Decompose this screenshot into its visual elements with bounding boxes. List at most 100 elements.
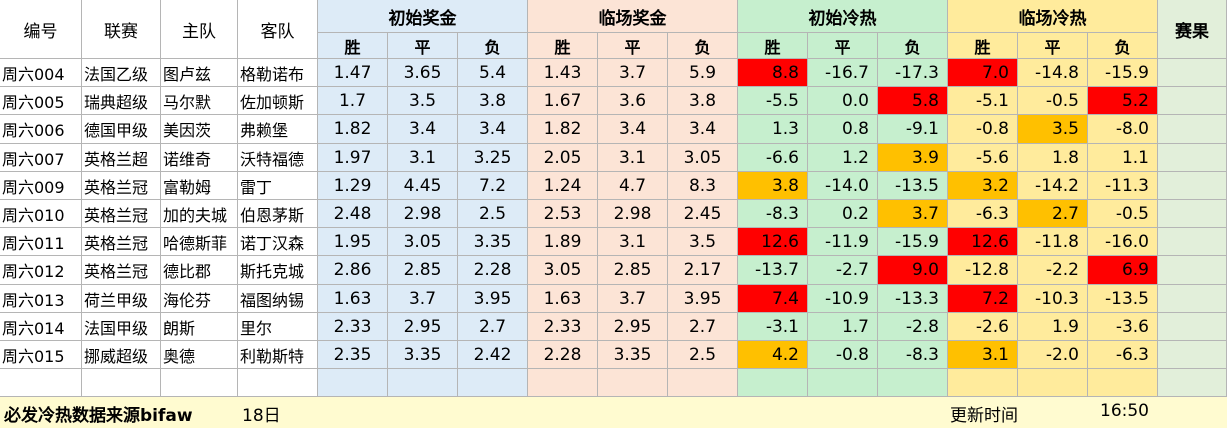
- lh-value-cell: -12.8: [948, 256, 1018, 285]
- lh-value-cell: 1.9: [1018, 313, 1088, 341]
- league-cell: [82, 369, 161, 397]
- ih-value-cell: -16.7: [808, 59, 878, 87]
- subheader-lh-0: 胜: [948, 33, 1018, 59]
- ib-value-cell: 3.7: [388, 285, 458, 313]
- lh-value-cell: 1.8: [1018, 144, 1088, 172]
- ih-value-cell: 3.7: [878, 200, 948, 228]
- lb-value-cell: [528, 369, 598, 397]
- lb-value-cell: 3.05: [528, 256, 598, 285]
- away-team-cell: 佐加顿斯: [238, 87, 318, 115]
- group-header-lh: 临场冷热: [948, 0, 1158, 33]
- ib-value-cell: 3.8: [458, 87, 528, 115]
- ib-value-cell: 1.47: [318, 59, 388, 87]
- lh-value-cell: -6.3: [948, 200, 1018, 228]
- result-cell: [1158, 115, 1227, 144]
- home-team-cell: 奥德: [161, 341, 238, 369]
- lh-value-cell: -6.3: [1088, 341, 1158, 369]
- lb-value-cell: 2.5: [668, 341, 738, 369]
- home-team-cell: 海伦芬: [161, 285, 238, 313]
- away-team-cell: 福图纳锡: [238, 285, 318, 313]
- away-team-cell: 格勒诺布: [238, 59, 318, 87]
- subheader-lb-1: 平: [598, 33, 668, 59]
- lb-value-cell: 3.4: [668, 115, 738, 144]
- lh-value-cell: -8.0: [1088, 115, 1158, 144]
- ib-value-cell: 1.82: [318, 115, 388, 144]
- ih-value-cell: -14.0: [808, 172, 878, 200]
- away-team-cell: 弗赖堡: [238, 115, 318, 144]
- ih-value-cell: -13.5: [878, 172, 948, 200]
- lb-value-cell: 3.5: [668, 228, 738, 256]
- group-header-ih: 初始冷热: [738, 0, 948, 33]
- league-cell: 英格兰冠: [82, 228, 161, 256]
- ih-value-cell: -5.5: [738, 87, 808, 115]
- result-cell: [1158, 228, 1227, 256]
- lb-value-cell: 2.05: [528, 144, 598, 172]
- home-team-cell: [161, 369, 238, 397]
- league-cell: 英格兰冠: [82, 172, 161, 200]
- ih-value-cell: 8.8: [738, 59, 808, 87]
- ib-value-cell: 1.97: [318, 144, 388, 172]
- date-label: 18日: [242, 406, 281, 426]
- header-home: 主队: [161, 0, 238, 59]
- lb-value-cell: 3.1: [598, 144, 668, 172]
- ib-value-cell: 2.98: [388, 200, 458, 228]
- ih-value-cell: 3.9: [878, 144, 948, 172]
- ib-value-cell: 3.4: [388, 115, 458, 144]
- lb-value-cell: 3.05: [668, 144, 738, 172]
- home-team-cell: 诺维奇: [161, 144, 238, 172]
- header-id: 编号: [0, 0, 82, 59]
- lh-value-cell: [948, 369, 1018, 397]
- lb-value-cell: 1.82: [528, 115, 598, 144]
- ih-value-cell: 9.0: [878, 256, 948, 285]
- ib-value-cell: 3.5: [388, 87, 458, 115]
- ib-value-cell: 5.4: [458, 59, 528, 87]
- ih-value-cell: -9.1: [878, 115, 948, 144]
- match-id-cell: 周六004: [0, 59, 82, 87]
- away-team-cell: 诺丁汉森: [238, 228, 318, 256]
- result-cell: [1158, 144, 1227, 172]
- ib-value-cell: 2.7: [458, 313, 528, 341]
- lh-value-cell: [1018, 369, 1088, 397]
- ih-value-cell: 12.6: [738, 228, 808, 256]
- ib-value-cell: 3.25: [458, 144, 528, 172]
- result-cell: [1158, 59, 1227, 87]
- subheader-ib-2: 负: [458, 33, 528, 59]
- group-header-lb: 临场奖金: [528, 0, 738, 33]
- lb-value-cell: 2.7: [668, 313, 738, 341]
- match-id-cell: 周六011: [0, 228, 82, 256]
- ih-value-cell: -2.8: [878, 313, 948, 341]
- lb-value-cell: 2.17: [668, 256, 738, 285]
- away-team-cell: 斯托克城: [238, 256, 318, 285]
- ib-value-cell: 3.05: [388, 228, 458, 256]
- ib-value-cell: [388, 369, 458, 397]
- result-cell: [1158, 285, 1227, 313]
- league-cell: 法国乙级: [82, 59, 161, 87]
- league-cell: 法国甲级: [82, 313, 161, 341]
- ib-value-cell: 2.33: [318, 313, 388, 341]
- ih-value-cell: -13.7: [738, 256, 808, 285]
- league-cell: 挪威超级: [82, 341, 161, 369]
- ih-value-cell: 1.3: [738, 115, 808, 144]
- lb-value-cell: 2.95: [598, 313, 668, 341]
- ib-value-cell: 3.35: [458, 228, 528, 256]
- match-id-cell: 周六007: [0, 144, 82, 172]
- result-cell: [1158, 200, 1227, 228]
- league-cell: 荷兰甲级: [82, 285, 161, 313]
- home-team-cell: 加的夫城: [161, 200, 238, 228]
- lb-value-cell: 2.53: [528, 200, 598, 228]
- ih-value-cell: 0.8: [808, 115, 878, 144]
- ib-value-cell: 4.45: [388, 172, 458, 200]
- ih-value-cell: 7.4: [738, 285, 808, 313]
- match-id-cell: 周六005: [0, 87, 82, 115]
- lb-value-cell: 3.4: [598, 115, 668, 144]
- match-id-cell: 周六006: [0, 115, 82, 144]
- ih-value-cell: [738, 369, 808, 397]
- subheader-ih-1: 平: [808, 33, 878, 59]
- lh-value-cell: 3.2: [948, 172, 1018, 200]
- lh-value-cell: -13.5: [1088, 285, 1158, 313]
- ih-value-cell: -13.3: [878, 285, 948, 313]
- ih-value-cell: [808, 369, 878, 397]
- header-result: 赛果: [1158, 0, 1227, 59]
- ih-value-cell: 0.0: [808, 87, 878, 115]
